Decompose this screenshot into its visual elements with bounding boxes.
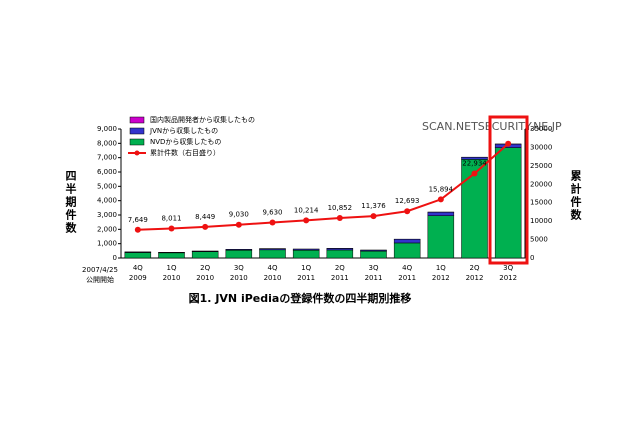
bar-segment	[191, 251, 219, 259]
legend-label: JVNから収集したもの	[149, 126, 218, 135]
y2-tick-label: 15000	[530, 199, 552, 207]
x-tick-label: 2012	[432, 274, 450, 282]
x-tick-label: 2012	[499, 274, 517, 282]
x-tick-label: 3Q	[369, 264, 379, 272]
legend-swatch	[134, 150, 140, 156]
x-tick-label: 2010	[264, 274, 282, 282]
line-marker	[303, 217, 310, 224]
bar-segment	[124, 252, 152, 259]
x-tick-label: 2012	[466, 274, 484, 282]
highlight-box	[488, 115, 529, 265]
data-label: 7,649	[128, 216, 148, 224]
line-marker	[404, 208, 411, 215]
x-tick-label: 2010	[163, 274, 181, 282]
bar-segment	[393, 238, 421, 244]
x-tick-label: 2011	[365, 274, 383, 282]
data-label: 10,852	[328, 204, 353, 212]
bar-segment	[393, 242, 421, 259]
y2-axis-label: 累計件数	[569, 170, 582, 222]
x-tick-label: 2009	[129, 274, 147, 282]
data-label: 15,894	[429, 185, 454, 193]
data-label: 8,449	[195, 213, 215, 221]
data-label: 9,630	[262, 209, 282, 217]
line-marker	[269, 219, 276, 226]
y2-tick-label: 30000	[530, 143, 552, 151]
y2-tick-label: 25000	[530, 162, 552, 170]
line-marker	[235, 221, 242, 228]
x-tick-label: 2Q	[470, 264, 480, 272]
legend-swatch	[129, 116, 145, 124]
data-label: 8,011	[161, 214, 181, 222]
legend-swatch	[129, 127, 145, 135]
annotation: 2007/4/25	[82, 266, 118, 274]
y2-tick-label: 0	[530, 254, 534, 262]
bar-segment	[360, 250, 387, 259]
x-tick-label: 1Q	[301, 264, 311, 272]
line-marker	[505, 140, 512, 147]
x-tick-label: 1Q	[167, 264, 177, 272]
y-tick-label: 1,000	[97, 240, 117, 248]
legend-label: 国内製品開発者から収集したもの	[150, 115, 255, 124]
x-tick-label: 4Q	[133, 264, 143, 272]
x-tick-label: 4Q	[402, 264, 412, 272]
y2-tick-label: 20000	[530, 180, 552, 188]
data-label: 22,934	[462, 159, 487, 167]
y-axis-label: 四半期件数	[64, 170, 77, 235]
line-marker	[370, 213, 377, 220]
x-tick-label: 3Q	[503, 264, 513, 272]
bar-segment	[494, 147, 522, 259]
bar-segment	[427, 211, 455, 216]
x-tick-label: 1Q	[436, 264, 446, 272]
line-marker	[134, 226, 141, 233]
bar-segment	[427, 215, 455, 259]
x-tick-label: 2Q	[335, 264, 345, 272]
x-tick-label: 2011	[297, 274, 315, 282]
x-tick-label: 2Q	[200, 264, 210, 272]
bar-segment	[158, 252, 185, 259]
line-marker	[471, 170, 478, 177]
bar-segment	[292, 250, 320, 259]
x-tick-label: 2010	[230, 274, 248, 282]
data-label: 10,214	[294, 206, 319, 214]
y-tick-label: 6,000	[97, 168, 117, 176]
y-tick-label: 4,000	[97, 197, 117, 205]
line-marker	[336, 215, 343, 222]
x-tick-label: 2010	[196, 274, 214, 282]
y-tick-label: 9,000	[97, 125, 117, 133]
y-tick-label: 0	[113, 254, 117, 262]
x-tick-label: 2011	[398, 274, 416, 282]
bar-segment	[326, 249, 354, 259]
chart-title: 図1. JVN iPediaの登録件数の四半期別推移	[189, 291, 412, 305]
y2-tick-label: 10000	[530, 217, 552, 225]
bar-segment	[225, 250, 253, 259]
y2-tick-label: 5000	[530, 236, 548, 244]
y2-tick-label: 35000	[530, 125, 552, 133]
legend-swatch	[129, 138, 145, 146]
line	[137, 142, 509, 231]
line-marker	[437, 196, 444, 203]
data-label: 11,376	[361, 202, 386, 210]
line-marker	[202, 223, 209, 230]
legend-label: NVDから収集したもの	[150, 137, 221, 146]
y-tick-label: 2,000	[97, 225, 117, 233]
bar-segment	[259, 249, 286, 259]
y-tick-label: 5,000	[97, 182, 117, 190]
data-label: 9,030	[229, 211, 249, 219]
data-label: 12,693	[395, 197, 420, 205]
y-tick-label: 7,000	[97, 154, 117, 162]
y-tick-label: 8,000	[97, 139, 117, 147]
x-tick-label: 2011	[331, 274, 349, 282]
line-marker	[168, 225, 175, 232]
annotation: 公開開始	[86, 275, 114, 284]
legend-label: 累計件数（右目盛り）	[150, 148, 220, 157]
x-tick-label: 4Q	[268, 264, 278, 272]
x-tick-label: 3Q	[234, 264, 244, 272]
y-tick-label: 3,000	[97, 211, 117, 219]
